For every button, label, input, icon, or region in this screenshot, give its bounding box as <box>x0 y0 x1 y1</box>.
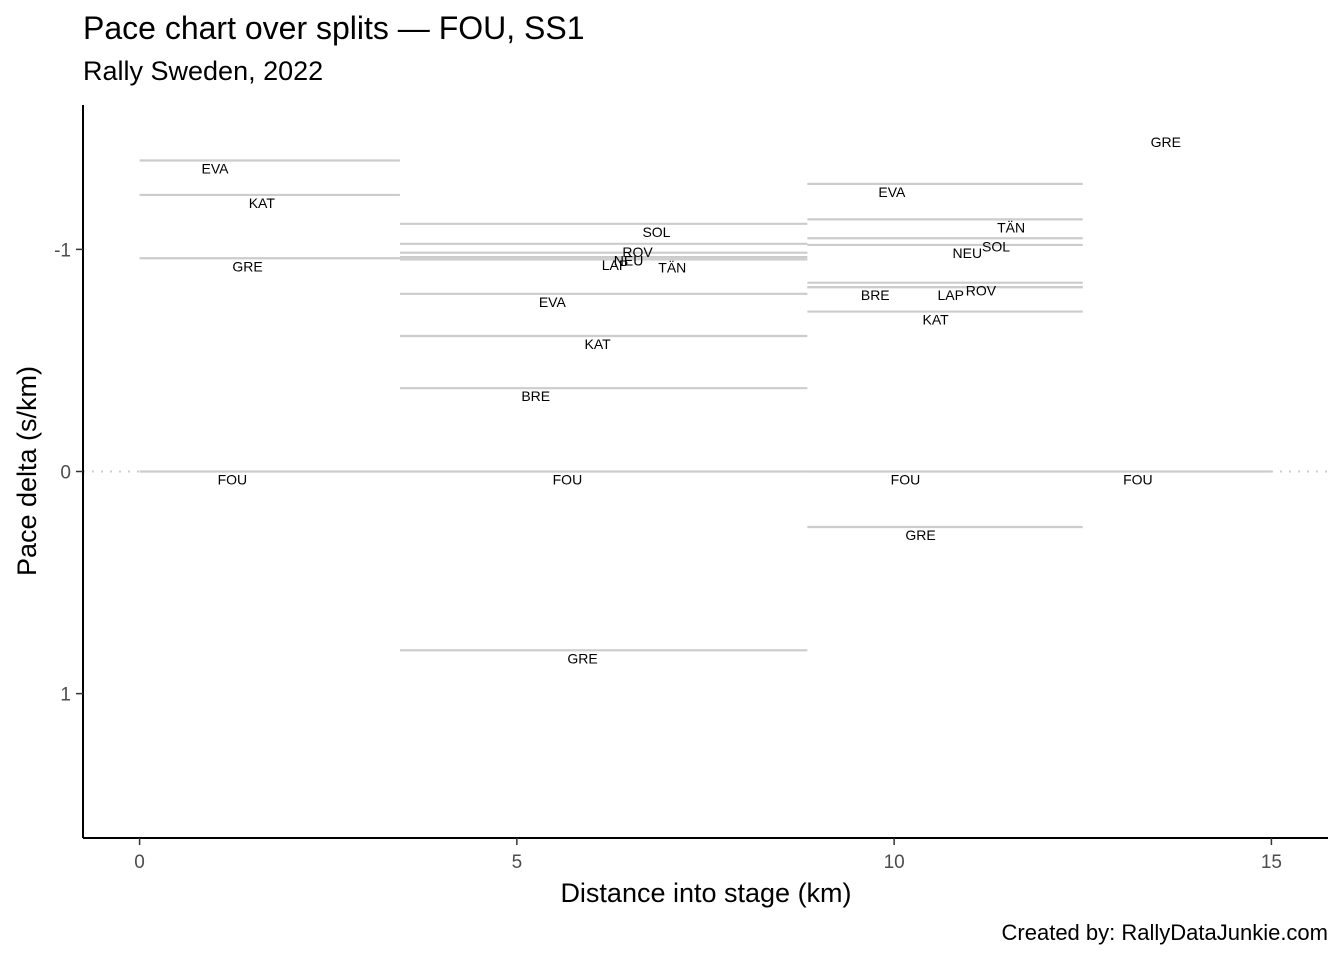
segment-label: EVA <box>202 161 230 177</box>
segment-label: KAT <box>584 336 611 352</box>
y-tick-label: -1 <box>54 240 71 261</box>
segment-label: GRE <box>567 650 597 666</box>
y-tick-label: 1 <box>60 685 71 706</box>
chart-subtitle: Rally Sweden, 2022 <box>83 56 324 86</box>
segment-label: TÄN <box>658 259 686 275</box>
y-axis-title: Pace delta (s/km) <box>12 366 42 576</box>
segment-label: LAP <box>937 287 963 303</box>
segment-label: BRE <box>861 287 890 303</box>
segment-label: EVA <box>878 184 906 200</box>
segment-label: FOU <box>553 472 583 488</box>
segment-label: NEU <box>614 253 644 269</box>
segment-label: SOL <box>982 238 1010 254</box>
segment-label: GRE <box>905 527 935 543</box>
x-axis-title: Distance into stage (km) <box>560 878 851 908</box>
segment-label: FOU <box>891 472 921 488</box>
x-tick-label: 5 <box>512 852 523 873</box>
segment-label: EVA <box>539 294 567 310</box>
x-ticks: 0 5 10 15 <box>134 838 1282 873</box>
segment-label: KAT <box>249 195 276 211</box>
segment-label: FOU <box>218 472 248 488</box>
chart-title: Pace chart over splits — FOU, SS1 <box>83 10 585 46</box>
chart-caption: Created by: RallyDataJunkie.com <box>1001 920 1328 945</box>
segment-label: FOU <box>1123 472 1153 488</box>
segment-label: GRE <box>232 258 262 274</box>
x-tick-label: 15 <box>1261 852 1282 873</box>
segment-label: ROV <box>622 244 653 260</box>
x-tick-label: 0 <box>134 852 145 873</box>
segment-label: ROV <box>966 283 997 299</box>
y-tick-label: 0 <box>60 463 71 484</box>
plot-lines <box>83 159 1328 652</box>
segment-label: GRE <box>1151 134 1181 150</box>
segment-label: KAT <box>923 312 950 328</box>
segment-label: NEU <box>953 245 983 261</box>
segment-label: SOL <box>642 224 670 240</box>
segment-label: TÄN <box>997 219 1025 235</box>
y-ticks: -1 0 1 <box>54 240 83 706</box>
segment-label: LAP <box>602 257 628 273</box>
x-tick-label: 10 <box>884 852 905 873</box>
segment-label: BRE <box>521 388 550 404</box>
